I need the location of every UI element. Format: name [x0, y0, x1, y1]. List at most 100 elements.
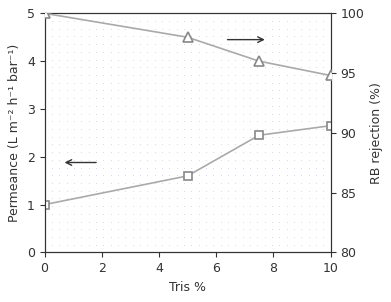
Point [188, 26, 194, 31]
Point [232, 196, 239, 201]
Point [166, 250, 172, 255]
Point [71, 104, 77, 108]
Point [129, 65, 136, 70]
Point [181, 157, 187, 162]
Point [247, 157, 253, 162]
Point [276, 57, 282, 62]
Point [144, 96, 151, 101]
Point [71, 173, 77, 178]
Point [217, 127, 224, 131]
Point [269, 127, 275, 131]
Point [203, 34, 209, 39]
Point [320, 19, 326, 24]
Y-axis label: RB rejection (%): RB rejection (%) [369, 82, 383, 184]
Point [196, 150, 202, 155]
Point [159, 134, 165, 139]
Point [100, 65, 106, 70]
Point [210, 242, 216, 247]
Point [115, 119, 121, 124]
Point [313, 211, 319, 216]
Point [100, 34, 106, 39]
Point [327, 173, 334, 178]
Point [217, 204, 224, 209]
Point [166, 134, 172, 139]
Point [100, 235, 106, 239]
Point [320, 88, 326, 93]
Point [86, 173, 92, 178]
Point [298, 11, 304, 16]
Point [137, 50, 143, 54]
Point [86, 72, 92, 77]
Point [225, 72, 231, 77]
Point [276, 188, 282, 193]
Point [276, 157, 282, 162]
Point [196, 242, 202, 247]
Point [313, 157, 319, 162]
Point [225, 26, 231, 31]
Point [86, 57, 92, 62]
Point [262, 181, 268, 185]
Point [196, 127, 202, 131]
Point [93, 57, 99, 62]
Point [137, 42, 143, 47]
Point [320, 150, 326, 155]
Point [327, 80, 334, 85]
Point [232, 157, 239, 162]
Point [159, 88, 165, 93]
Point [262, 119, 268, 124]
Point [181, 235, 187, 239]
Point [276, 242, 282, 247]
Point [144, 65, 151, 70]
Point [71, 88, 77, 93]
Point [137, 19, 143, 24]
Point [203, 142, 209, 147]
Point [313, 196, 319, 201]
Point [291, 26, 297, 31]
Point [86, 235, 92, 239]
Point [159, 219, 165, 224]
Point [269, 219, 275, 224]
Point [159, 196, 165, 201]
Point [232, 227, 239, 232]
Point [151, 57, 158, 62]
Point [232, 242, 239, 247]
Point [188, 211, 194, 216]
Point [239, 142, 246, 147]
Point [122, 88, 128, 93]
Point [181, 227, 187, 232]
Point [129, 227, 136, 232]
Point [291, 165, 297, 170]
Point [166, 11, 172, 16]
Point [122, 72, 128, 77]
Point [122, 134, 128, 139]
Point [56, 57, 63, 62]
Point [100, 219, 106, 224]
Point [327, 57, 334, 62]
Point [291, 42, 297, 47]
Point [276, 211, 282, 216]
Point [115, 111, 121, 116]
Point [93, 235, 99, 239]
Point [305, 204, 312, 209]
Point [203, 157, 209, 162]
Point [174, 11, 180, 16]
Point [166, 142, 172, 147]
Point [225, 196, 231, 201]
Point [41, 250, 48, 255]
Point [283, 181, 290, 185]
Point [122, 34, 128, 39]
Point [327, 34, 334, 39]
Point [283, 173, 290, 178]
Point [122, 57, 128, 62]
Point [313, 80, 319, 85]
Point [291, 157, 297, 162]
Point [203, 150, 209, 155]
Point [166, 72, 172, 77]
Point [56, 11, 63, 16]
Point [151, 134, 158, 139]
Point [210, 157, 216, 162]
Point [313, 188, 319, 193]
Point [225, 127, 231, 131]
Point [151, 11, 158, 16]
Point [305, 19, 312, 24]
